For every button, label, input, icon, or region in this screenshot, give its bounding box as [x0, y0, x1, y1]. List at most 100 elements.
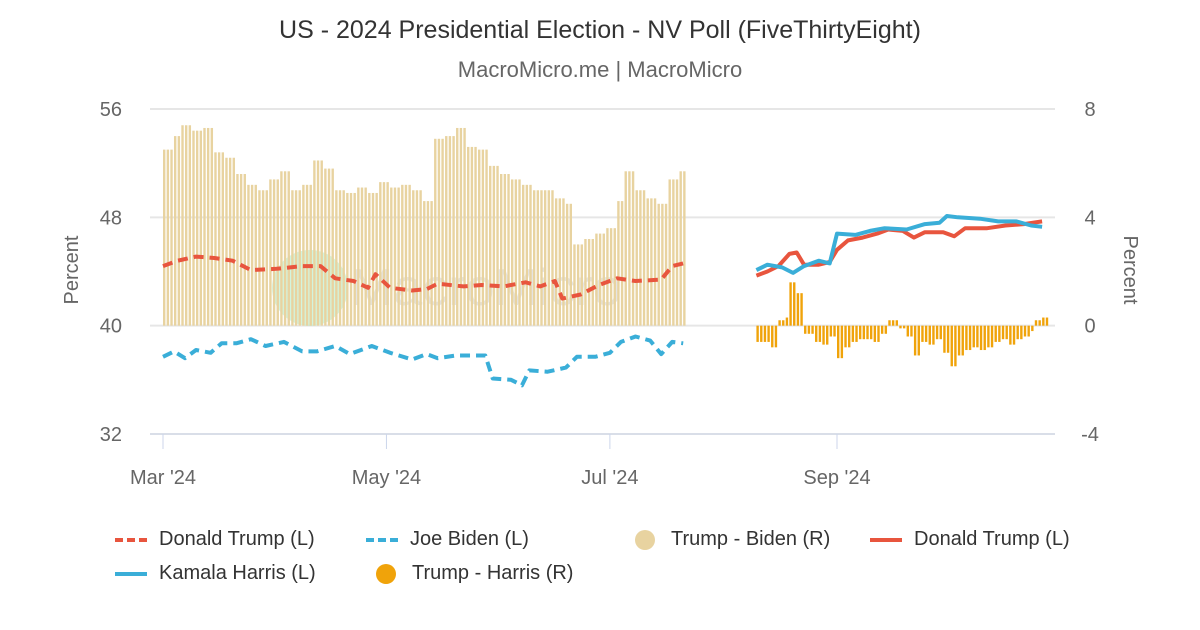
bar-trump-biden-r-: [474, 146, 477, 326]
bar-trump-biden-r-: [587, 239, 591, 326]
legend-dot-icon: [376, 563, 396, 584]
legend-item[interactable]: Trump - Harris (R): [366, 562, 573, 585]
bar-trump-biden-r-: [269, 179, 272, 326]
bar-trump-biden-r-: [261, 190, 265, 326]
bar-trump-biden-r-: [426, 201, 430, 326]
bar-trump-biden-r-: [265, 190, 268, 326]
bar-trump-biden-r-: [232, 157, 235, 326]
bar-trump-harris-r-: [855, 325, 858, 342]
legend-label: Kamala Harris (L): [159, 562, 316, 584]
bar-trump-biden-r-: [375, 192, 378, 326]
bar-trump-harris-r-: [1012, 325, 1016, 345]
bar-trump-harris-r-: [935, 325, 939, 340]
bar-trump-biden-r-: [642, 190, 646, 326]
bar-trump-biden-r-: [510, 179, 514, 326]
bar-trump-biden-r-: [217, 152, 221, 326]
bar-trump-biden-r-: [188, 125, 192, 326]
bar-trump-harris-r-: [796, 293, 800, 326]
bar-trump-biden-r-: [357, 187, 360, 326]
bar-trump-biden-r-: [280, 171, 283, 326]
bar-trump-harris-r-: [1020, 325, 1023, 340]
bar-trump-harris-r-: [844, 325, 847, 348]
bar-trump-biden-r-: [181, 125, 184, 326]
bar-trump-harris-r-: [888, 320, 891, 326]
bar-trump-biden-r-: [371, 192, 375, 326]
bar-trump-biden-r-: [639, 190, 642, 326]
bar-trump-harris-r-: [760, 325, 763, 342]
bar-trump-harris-r-: [873, 325, 877, 342]
bar-trump-harris-r-: [866, 325, 869, 340]
bar-trump-harris-r-: [756, 325, 759, 342]
bar-trump-biden-r-: [576, 244, 580, 326]
bar-trump-harris-r-: [851, 325, 855, 342]
bar-trump-biden-r-: [397, 187, 400, 326]
bar-trump-biden-r-: [598, 233, 602, 326]
bar-trump-biden-r-: [525, 184, 529, 326]
bar-trump-harris-r-: [1016, 325, 1019, 340]
bar-trump-biden-r-: [243, 174, 246, 326]
bar-trump-biden-r-: [401, 184, 404, 326]
y-tick-left: 48: [100, 207, 122, 229]
bar-trump-biden-r-: [481, 149, 485, 326]
bar-trump-harris-r-: [895, 320, 899, 326]
chart-title: US - 2024 Presidential Election - NV Pol…: [279, 16, 921, 44]
legend-line-icon: [115, 571, 147, 576]
bar-trump-biden-r-: [408, 184, 411, 326]
bar-trump-harris-r-: [793, 282, 796, 326]
bar-trump-biden-r-: [309, 184, 312, 326]
x-tick-label: May '24: [352, 467, 421, 489]
bar-trump-harris-r-: [983, 325, 986, 351]
bar-trump-biden-r-: [368, 192, 371, 326]
legend-item[interactable]: Donald Trump (L): [870, 528, 1070, 551]
bar-trump-biden-r-: [324, 168, 327, 326]
bar-trump-harris-r-: [943, 325, 946, 353]
bar-trump-biden-r-: [342, 190, 345, 326]
y-tick-left: 32: [100, 424, 122, 446]
bar-trump-biden-r-: [349, 192, 353, 326]
bar-trump-biden-r-: [412, 190, 415, 326]
bar-trump-harris-r-: [902, 325, 906, 329]
bar-trump-biden-r-: [463, 127, 466, 326]
bar-trump-biden-r-: [470, 146, 474, 326]
x-tick-label: Sep '24: [803, 467, 870, 489]
y-tick-right: 8: [1084, 99, 1095, 121]
legend-item[interactable]: Donald Trump (L): [115, 528, 315, 551]
legend-item[interactable]: Trump - Biden (R): [625, 528, 830, 551]
bar-trump-biden-r-: [335, 190, 338, 326]
legend-label: Joe Biden (L): [410, 528, 529, 550]
bar-trump-biden-r-: [320, 160, 323, 326]
bar-trump-biden-r-: [518, 179, 521, 326]
legend-item[interactable]: Kamala Harris (L): [115, 562, 316, 585]
bar-trump-biden-r-: [379, 182, 382, 326]
legend-item[interactable]: Joe Biden (L): [366, 528, 529, 551]
bar-trump-biden-r-: [419, 190, 422, 326]
bar-trump-biden-r-: [492, 165, 496, 326]
bar-trump-biden-r-: [448, 136, 452, 326]
legend-label: Donald Trump (L): [914, 528, 1070, 550]
bar-trump-biden-r-: [163, 149, 166, 326]
bar-trump-biden-r-: [272, 179, 276, 326]
bar-trump-biden-r-: [664, 203, 668, 326]
bar-trump-biden-r-: [437, 138, 441, 326]
bar-trump-biden-r-: [386, 182, 389, 326]
bar-trump-biden-r-: [620, 201, 624, 326]
bar-trump-biden-r-: [441, 138, 444, 326]
bar-trump-biden-r-: [507, 174, 510, 326]
bar-trump-biden-r-: [294, 190, 298, 326]
bar-trump-harris-r-: [1027, 325, 1030, 337]
bar-trump-harris-r-: [822, 325, 825, 345]
bar-trump-harris-r-: [1042, 317, 1045, 326]
bar-trump-biden-r-: [558, 198, 562, 326]
bar-trump-biden-r-: [489, 165, 492, 326]
bar-trump-harris-r-: [968, 325, 972, 351]
bar-trump-harris-r-: [961, 325, 964, 356]
bar-trump-biden-r-: [250, 184, 254, 326]
bar-trump-harris-r-: [950, 325, 953, 367]
bar-trump-harris-r-: [899, 325, 902, 329]
bar-trump-harris-r-: [880, 325, 884, 334]
bar-trump-biden-r-: [521, 184, 525, 326]
bar-trump-biden-r-: [529, 184, 532, 326]
bar-trump-biden-r-: [353, 192, 356, 326]
bar-trump-harris-r-: [804, 325, 807, 334]
